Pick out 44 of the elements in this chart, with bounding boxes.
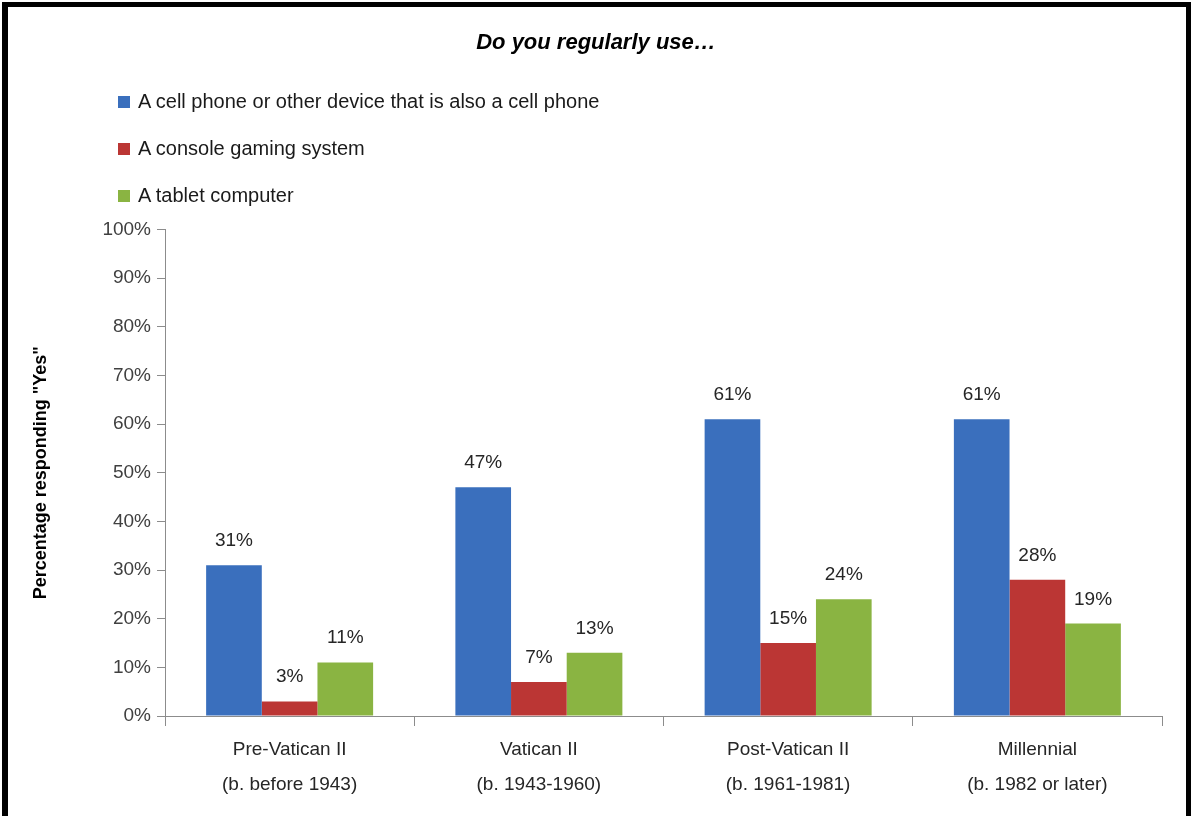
bar <box>511 681 567 716</box>
bar <box>455 487 512 716</box>
bar <box>760 643 816 716</box>
x-tick-label: Vatican II (b. 1943-1960) <box>476 737 602 794</box>
y-tick-label: 70% <box>112 363 152 385</box>
bar <box>1065 623 1121 716</box>
data-label: 31% <box>214 529 254 551</box>
x-tick-label: Post-Vatican II (b. 1961-1981) <box>725 737 851 794</box>
legend-label: A console gaming system <box>138 137 365 160</box>
y-tick-label: 20% <box>112 606 152 628</box>
y-tick-label: 0% <box>123 704 152 726</box>
legend-label: A cell phone or other device that is also a cell phone <box>138 90 600 113</box>
data-label: 3% <box>275 665 304 687</box>
data-label: 15% <box>769 607 808 629</box>
bar <box>566 652 623 716</box>
bar <box>815 599 872 716</box>
bar <box>1009 579 1066 716</box>
y-axis-title: Percentage responding "Yes" <box>29 346 50 600</box>
x-tick-label: Pre-Vatican II (b. before 1943) <box>222 737 358 794</box>
bar <box>953 419 1010 716</box>
y-tick-label: 30% <box>112 558 152 580</box>
bar <box>704 419 761 716</box>
data-label: 13% <box>575 616 614 638</box>
y-tick-label: 80% <box>112 314 152 336</box>
legend-label: A tablet computer <box>138 184 294 207</box>
y-tick-label: 50% <box>112 460 152 482</box>
y-tick-label: 90% <box>112 266 152 288</box>
data-label: 61% <box>962 383 1001 405</box>
data-label: 61% <box>713 383 752 405</box>
y-tick-label: 40% <box>112 509 152 531</box>
data-label: 28% <box>1018 543 1057 565</box>
data-label: 11% <box>326 626 364 648</box>
data-label: 19% <box>1074 587 1113 609</box>
bar <box>317 662 374 716</box>
chart-title: Do you regularly use… <box>476 29 716 55</box>
data-label: 7% <box>525 645 553 667</box>
data-label: 47% <box>464 451 503 473</box>
y-tick-label: 60% <box>112 412 152 434</box>
y-tick-label: 10% <box>112 655 152 677</box>
bar <box>261 701 318 716</box>
bar <box>206 565 262 716</box>
x-tick-label: Millennial (b. 1982 or later) <box>967 737 1108 794</box>
y-tick-label: 100% <box>102 217 152 239</box>
data-label: 24% <box>824 563 863 585</box>
